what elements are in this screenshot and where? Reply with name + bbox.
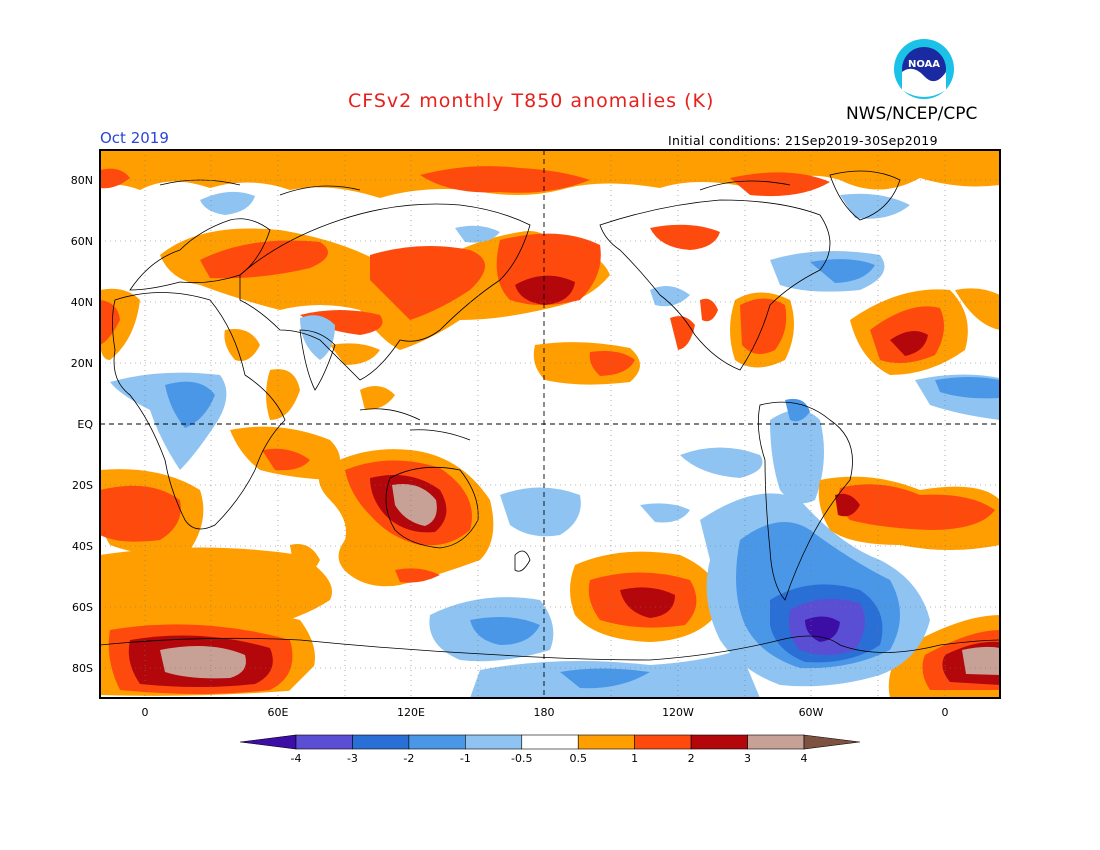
- lat-label: 40S: [72, 540, 93, 553]
- colorbar-tick-label: -3: [347, 752, 358, 765]
- valid-month: Oct 2019: [100, 129, 169, 147]
- lon-label: 60W: [799, 706, 824, 719]
- latitude-labels: 80N 60N 40N 20N EQ 20S 40S 60S 80S: [71, 174, 94, 675]
- lat-label: 60N: [71, 235, 93, 248]
- colorbar-bin: [747, 734, 805, 750]
- lon-label: 120E: [397, 706, 425, 719]
- colorbar-tick-label: -0.5: [511, 752, 532, 765]
- lat-label: 40N: [71, 296, 93, 309]
- colorbar-tick-label: 4: [801, 752, 808, 765]
- lat-label: 80N: [71, 174, 93, 187]
- lat-label: 20S: [72, 479, 93, 492]
- lat-label: 20N: [71, 357, 93, 370]
- lon-label: 0: [942, 706, 949, 719]
- colorbar-tick-label: -4: [291, 752, 302, 765]
- colorbar-tick-label: -1: [460, 752, 471, 765]
- reference-lines: [100, 150, 1000, 698]
- noaa-logo: NOAA: [893, 38, 955, 104]
- initial-conditions: Initial conditions: 21Sep2019-30Sep2019: [668, 133, 938, 148]
- map-frame: [99, 149, 1001, 699]
- lon-label: 60E: [268, 706, 289, 719]
- colorbar-bin: [465, 734, 523, 750]
- lon-label: 0: [142, 706, 149, 719]
- lat-label: EQ: [77, 418, 93, 431]
- lon-label: 120W: [662, 706, 694, 719]
- colorbar-tick-label: 2: [688, 752, 695, 765]
- colorbar-tick-label: 0.5: [569, 752, 587, 765]
- lat-label: 80S: [72, 662, 93, 675]
- lon-label: 180: [534, 706, 555, 719]
- colorbar-tick-label: -2: [403, 752, 414, 765]
- colorbar-bin: [408, 734, 466, 750]
- colorbar-bin: [239, 734, 297, 750]
- lat-label: 60S: [72, 601, 93, 614]
- colorbar-tick-label: 3: [744, 752, 751, 765]
- organization-label: NWS/NCEP/CPC: [846, 104, 978, 124]
- colorbar-bin: [521, 734, 579, 750]
- colorbar-bin: [295, 734, 353, 750]
- colorbar-bin: [634, 734, 692, 750]
- logo-text: NOAA: [908, 59, 940, 70]
- graticule: [100, 150, 1000, 698]
- colorbar-bin: [803, 734, 861, 750]
- colorbar-bin: [352, 734, 410, 750]
- colorbar: -4 -3 -2 -1 -0.5 0.5 1 2 3 4: [239, 734, 861, 765]
- colorbar-bin: [577, 734, 635, 750]
- colorbar-tick-label: 1: [631, 752, 638, 765]
- colorbar-bin: [690, 734, 748, 750]
- chart-title: CFSv2 monthly T850 anomalies (K): [348, 90, 715, 112]
- longitude-labels: 0 60E 120E 180 120W 60W 0: [142, 706, 949, 719]
